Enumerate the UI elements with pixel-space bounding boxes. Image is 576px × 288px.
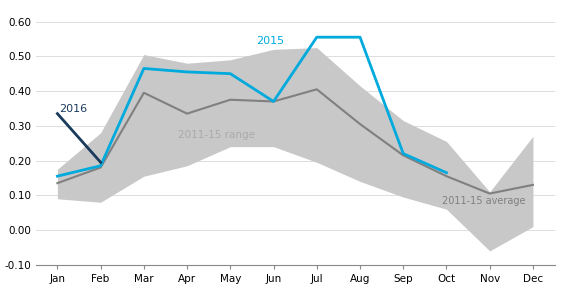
Text: 2011-15 range: 2011-15 range bbox=[179, 130, 255, 140]
Text: 2015: 2015 bbox=[256, 36, 285, 46]
Text: 2016: 2016 bbox=[59, 104, 88, 114]
Text: 2011-15 average: 2011-15 average bbox=[442, 196, 526, 206]
